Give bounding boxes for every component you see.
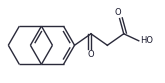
Text: O: O: [115, 8, 122, 17]
Text: HO: HO: [140, 36, 153, 45]
Text: O: O: [88, 50, 94, 59]
